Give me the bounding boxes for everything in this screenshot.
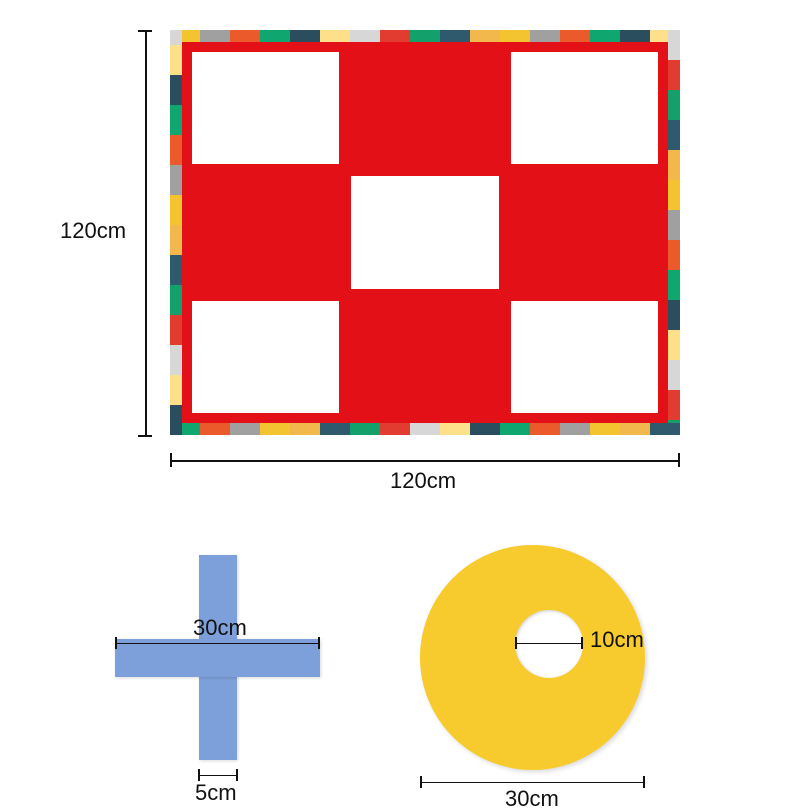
dim-line-board-height [145,30,147,435]
board-cell [351,176,498,288]
dim-tick [170,453,172,467]
dim-tick [138,435,152,437]
dim-tick [138,30,152,32]
dim-tick [643,776,645,788]
dim-tick [115,637,117,649]
ring-outer-label: 30cm [505,786,559,812]
dim-tick [318,637,320,649]
dim-tick [581,637,583,649]
board-cell [511,301,658,413]
dim-line-cross-thickness [198,775,238,776]
ring-piece: 10cm [420,545,645,770]
dim-line-ring-outer [420,782,645,783]
board-width-label: 120cm [390,468,456,494]
cross-width-label: 30cm [193,615,247,641]
ring-hole [515,610,583,678]
dim-tick [515,637,517,649]
ring-inner-label: 10cm [590,627,644,653]
board-grid [182,42,668,423]
board-height-label: 120cm [60,218,126,244]
dim-tick [420,776,422,788]
board-cell [351,301,498,413]
board-cell [192,52,339,164]
dim-tick [678,453,680,467]
board-cell [511,176,658,288]
dim-line-cross-width [115,643,320,644]
board-cell [351,52,498,164]
cross-piece: 30cm [115,555,320,760]
dim-line-board-width [170,460,680,462]
dim-line-ring-inner [515,643,583,644]
cross-thickness-label: 5cm [195,780,237,806]
board-cell [192,176,339,288]
board-cell [192,301,339,413]
cross-arm-horizontal [115,639,320,677]
game-board [170,30,680,435]
board-cell [511,52,658,164]
